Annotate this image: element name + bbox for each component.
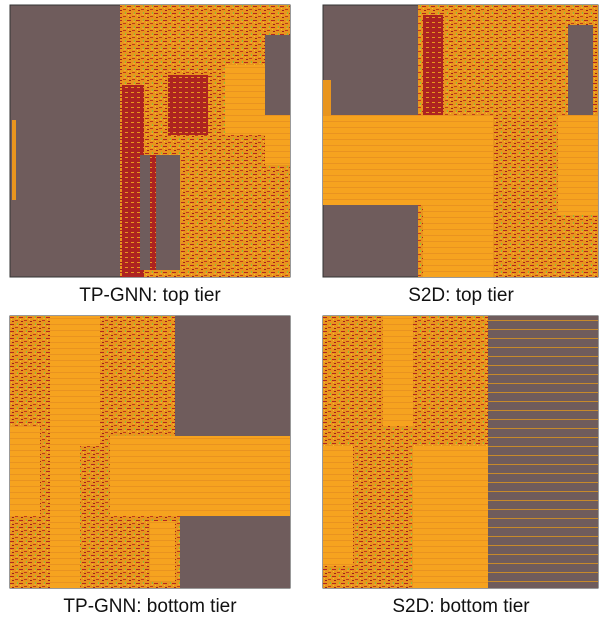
panel-caption: TP-GNN: top tier (79, 285, 221, 306)
panel-caption: S2D: bottom tier (392, 596, 530, 617)
layout-panel (322, 4, 599, 278)
panel-caption: S2D: top tier (408, 285, 514, 306)
layout-panel (9, 315, 291, 589)
layout-panel (322, 315, 599, 589)
layout-panel (9, 4, 291, 278)
panel-caption: TP-GNN: bottom tier (63, 596, 237, 617)
